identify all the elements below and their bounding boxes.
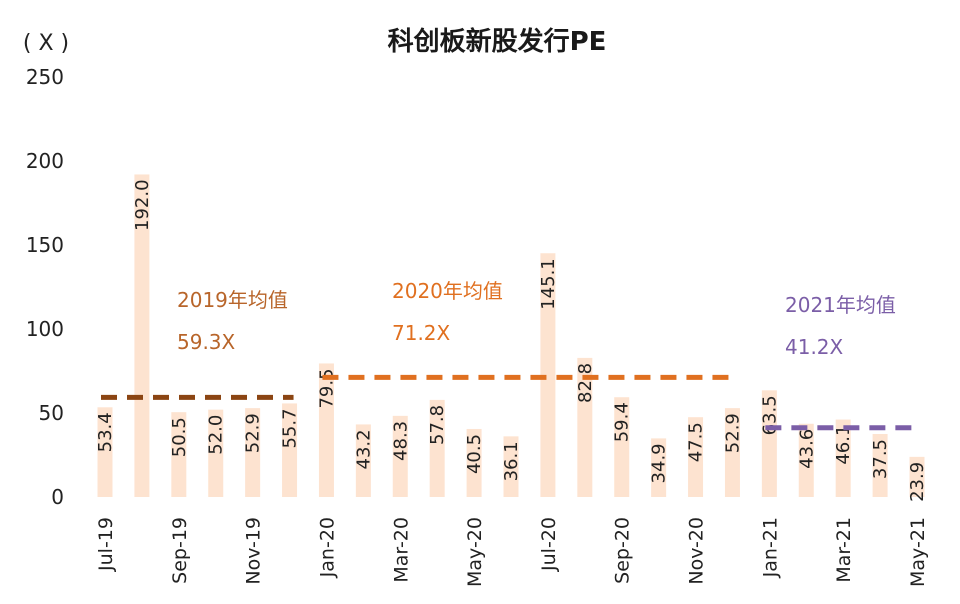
y-axis-ticks: 0 50 100 150 200 250 [26, 65, 64, 509]
average-annotation-title: 2019年均值 [177, 288, 288, 312]
data-label: 55.7 [280, 408, 301, 448]
x-tick-label: Mar-21 [833, 517, 855, 583]
bar [724, 408, 740, 497]
bar [835, 419, 851, 497]
bar [208, 409, 224, 497]
y-tick-label: 250 [26, 65, 64, 89]
y-tick-label: 50 [39, 401, 64, 425]
bar [872, 434, 888, 497]
data-label: 145.1 [538, 258, 559, 310]
average-lines-group [101, 374, 921, 431]
average-annotation-title: 2020年均值 [392, 279, 503, 303]
x-tick-label: May-20 [464, 517, 486, 587]
average-annotation-title: 2021年均值 [785, 293, 896, 317]
x-tick-label: Jul-19 [95, 517, 117, 572]
bar [355, 424, 371, 497]
bar [318, 363, 334, 497]
bar [761, 390, 777, 497]
data-label: 40.5 [464, 434, 485, 474]
x-tick-label: Nov-19 [243, 517, 265, 585]
y-tick-label: 100 [26, 317, 64, 341]
average-annotations-group: 2019年均值 59.3X 2020年均值 71.2X 2021年均值 41.2X [177, 279, 896, 359]
bar [134, 174, 150, 497]
data-label: 43.2 [353, 429, 374, 469]
y-axis-unit: ( X ) [23, 31, 69, 56]
x-tick-label: Jan-20 [316, 517, 338, 578]
bar [171, 412, 187, 497]
x-tick-label: Nov-20 [686, 517, 708, 585]
x-tick-label: May-21 [907, 517, 929, 587]
data-label: 79.5 [316, 368, 337, 408]
data-label: 59.4 [612, 402, 633, 442]
bars-group [97, 174, 925, 497]
data-label: 192.0 [132, 179, 153, 231]
x-tick-label: Sep-20 [612, 517, 634, 584]
bar [577, 357, 593, 497]
average-annotation-value: 41.2X [785, 335, 844, 359]
x-tick-label: Jul-20 [538, 517, 560, 572]
data-label: 53.4 [95, 412, 116, 452]
bar [97, 407, 113, 497]
bar [429, 399, 445, 497]
average-annotation-value: 59.3X [177, 330, 236, 354]
average-annotation-value: 71.2X [392, 321, 451, 345]
bar [651, 438, 667, 497]
data-label: 34.9 [649, 443, 670, 483]
data-label: 36.1 [501, 441, 522, 481]
data-label: 52.9 [243, 413, 264, 453]
data-label: 82.8 [575, 363, 596, 403]
data-label: 52.9 [722, 413, 743, 453]
bar [282, 403, 298, 497]
bar [909, 456, 925, 497]
data-label: 48.3 [390, 421, 411, 461]
data-labels-group: 53.4 192.0 50.5 52.0 52.9 55.7 79.5 43.2 48.3 57.… [95, 179, 928, 501]
x-tick-label: Mar-20 [390, 517, 412, 583]
bar [245, 408, 261, 497]
bar [466, 428, 482, 497]
bar [798, 423, 814, 497]
x-axis-ticks: Jul-19 Sep-19 Nov-19 Jan-20 Mar-20 May-20 Jul-… [95, 517, 929, 587]
y-tick-label: 150 [26, 233, 64, 257]
bar [540, 253, 556, 497]
y-tick-label: 200 [26, 149, 64, 173]
data-label: 50.5 [169, 417, 190, 457]
bar [688, 417, 704, 497]
bar [614, 397, 630, 497]
data-label: 57.8 [427, 405, 448, 445]
data-label: 23.9 [907, 462, 928, 502]
x-tick-label: Jan-21 [759, 517, 781, 578]
bar [392, 415, 408, 497]
chart-title: 科创板新股发行PE [388, 26, 607, 57]
data-label: 43.6 [796, 429, 817, 469]
data-label: 46.1 [833, 425, 854, 465]
data-label: 47.5 [686, 422, 707, 462]
bar [503, 436, 519, 497]
data-label: 37.5 [870, 439, 891, 479]
x-tick-label: Sep-19 [169, 517, 191, 584]
data-label: 52.0 [206, 415, 227, 455]
y-tick-label: 0 [51, 485, 64, 509]
